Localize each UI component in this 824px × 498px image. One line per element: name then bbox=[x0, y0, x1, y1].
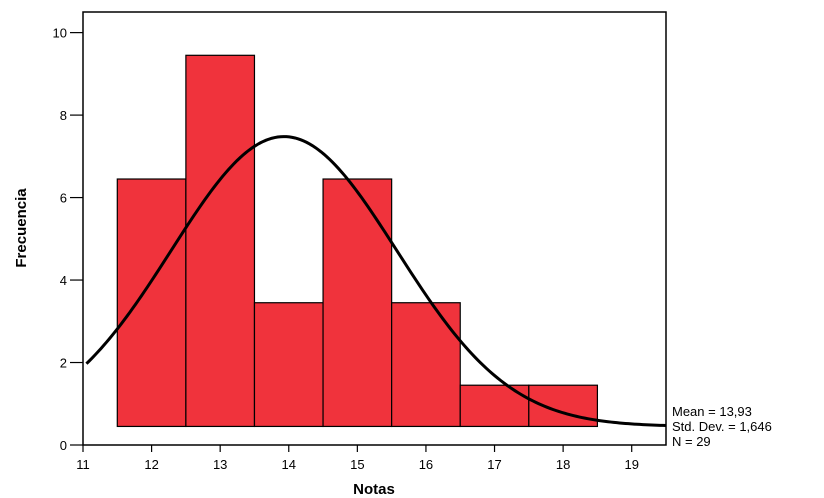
x-tick-label: 12 bbox=[144, 457, 158, 472]
x-tick-label: 16 bbox=[419, 457, 433, 472]
mean-label: Mean = 13,93 bbox=[672, 404, 752, 419]
x-axis-ticks: 11 12 13 14 15 16 17 18 19 bbox=[76, 445, 639, 472]
x-tick-label: 18 bbox=[556, 457, 570, 472]
histogram-bar bbox=[253, 302, 324, 428]
histogram-bar bbox=[185, 54, 256, 428]
y-tick-label: 4 bbox=[60, 273, 67, 288]
std-dev-label: Std. Dev. = 1,646 bbox=[672, 419, 772, 434]
normal-curve bbox=[85, 135, 667, 427]
y-tick-label: 6 bbox=[60, 191, 67, 206]
x-tick-label: 19 bbox=[624, 457, 638, 472]
bars-group bbox=[116, 54, 599, 428]
x-tick-label: 15 bbox=[350, 457, 364, 472]
n-label: N = 29 bbox=[672, 434, 711, 449]
x-tick-label: 13 bbox=[213, 457, 227, 472]
x-axis-title: Notas bbox=[353, 481, 395, 498]
histogram-bar bbox=[528, 384, 599, 428]
y-tick-label: 10 bbox=[53, 26, 67, 41]
histogram-bar bbox=[322, 178, 393, 428]
x-tick-label: 14 bbox=[282, 457, 296, 472]
y-tick-label: 2 bbox=[60, 356, 67, 371]
normal-curve-group bbox=[85, 135, 667, 427]
x-tick-label: 17 bbox=[487, 457, 501, 472]
x-tick-label: 11 bbox=[76, 457, 90, 472]
y-axis-ticks: 0 2 4 6 8 10 bbox=[53, 26, 83, 453]
y-axis-title: Frecuencia bbox=[13, 188, 30, 268]
histogram-bar bbox=[116, 178, 187, 428]
stats-box: Mean = 13,93 Std. Dev. = 1,646 N = 29 bbox=[672, 404, 772, 449]
histogram-bar bbox=[391, 302, 461, 428]
y-tick-label: 0 bbox=[60, 438, 67, 453]
y-tick-label: 8 bbox=[60, 108, 67, 123]
